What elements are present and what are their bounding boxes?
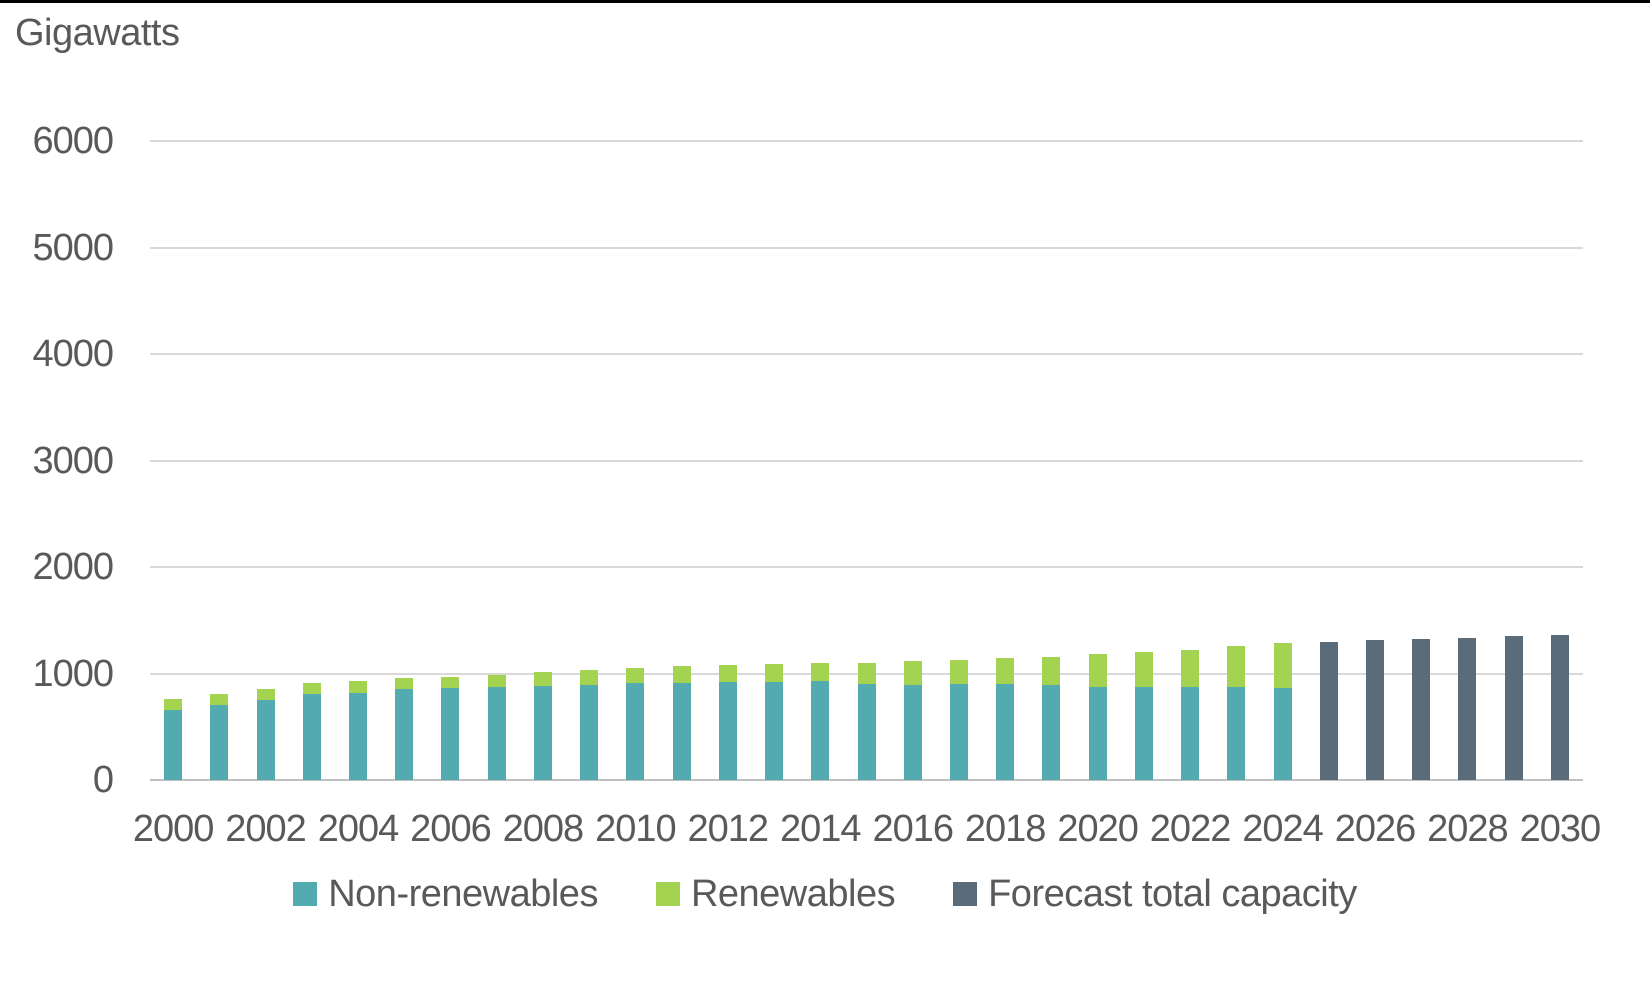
bar-forecast-2025: [1320, 641, 1338, 780]
x-tick-label-2022: 2022: [1149, 808, 1232, 850]
bar-forecast-2027: [1412, 638, 1430, 780]
bar-renewables-2017: [950, 659, 968, 685]
bar-non-renewables-2009: [580, 685, 598, 780]
bar-renewables-2022: [1181, 649, 1199, 688]
bar-non-renewables-2022: [1181, 687, 1199, 780]
legend-swatch-forecast: [953, 882, 978, 906]
bar-non-renewables-2021: [1135, 686, 1153, 780]
x-axis-line: [150, 779, 1583, 781]
legend: Non-renewables Renewables Forecast total…: [0, 872, 1650, 916]
bar-renewables-2019: [1042, 656, 1060, 686]
x-tick-label-2010: 2010: [595, 808, 677, 850]
x-tick-label-2012: 2012: [687, 808, 770, 850]
x-tick-label-2016: 2016: [872, 808, 954, 850]
y-tick-label: 2000: [32, 546, 114, 588]
bar-non-renewables-2019: [1042, 685, 1060, 780]
x-tick-label-2008: 2008: [502, 808, 585, 850]
x-tick-label-2024: 2024: [1242, 808, 1324, 850]
bar-forecast-2028: [1458, 637, 1476, 780]
bar-non-renewables-2013: [765, 681, 783, 780]
bar-renewables-2005: [395, 678, 413, 689]
bar-non-renewables-2005: [395, 688, 413, 780]
bar-non-renewables-2003: [303, 694, 321, 780]
bar-non-renewables-2008: [534, 685, 552, 780]
bar-non-renewables-2004: [349, 692, 367, 780]
y-tick-label: 5000: [32, 226, 114, 269]
x-tick-label-2004: 2004: [317, 808, 400, 850]
x-tick-label-2026: 2026: [1334, 808, 1417, 850]
legend-item-non-renewables: Non-renewables: [293, 872, 598, 916]
gridline-5000: [150, 246, 1583, 249]
bar-renewables-2004: [349, 681, 367, 693]
gridline-2000: [150, 566, 1583, 568]
x-tick-label-2006: 2006: [410, 808, 492, 850]
bar-non-renewables-2014: [811, 681, 829, 780]
bar-forecast-2029: [1505, 636, 1523, 780]
legend-label-renewables: Renewables: [690, 873, 896, 915]
bar-renewables-2000: [164, 699, 182, 710]
bar-renewables-2007: [488, 675, 506, 687]
legend-item-renewables: Renewables: [655, 872, 896, 916]
bar-non-renewables-2012: [719, 682, 737, 780]
bar-non-renewables-2023: [1227, 687, 1245, 780]
bar-renewables-2011: [673, 666, 691, 684]
bar-renewables-2013: [765, 664, 783, 682]
bar-renewables-2001: [210, 694, 228, 706]
legend-swatch-non-renewables: [293, 882, 318, 906]
bar-forecast-2026: [1366, 640, 1384, 780]
bar-renewables-2018: [996, 658, 1014, 684]
legend-item-forecast: Forecast total capacity: [953, 872, 1357, 916]
top-border: [0, 0, 1650, 3]
bar-non-renewables-2000: [164, 709, 182, 780]
x-tick-label-2028: 2028: [1427, 808, 1509, 850]
y-tick-label: 0: [92, 759, 114, 801]
bar-non-renewables-2011: [673, 683, 691, 780]
legend-label-forecast: Forecast total capacity: [988, 873, 1357, 915]
bar-renewables-2024: [1274, 642, 1292, 689]
bar-non-renewables-2006: [441, 687, 459, 780]
legend-label-non-renewables: Non-renewables: [328, 873, 598, 915]
x-tick-label-2030: 2030: [1519, 808, 1602, 850]
bar-renewables-2002: [257, 688, 275, 701]
x-tick-label-2002: 2002: [225, 808, 307, 850]
bar-renewables-2009: [580, 670, 598, 686]
bar-renewables-2023: [1227, 646, 1245, 688]
bar-non-renewables-2015: [858, 683, 876, 780]
bar-non-renewables-2001: [210, 705, 228, 780]
bar-non-renewables-2024: [1274, 688, 1292, 780]
bar-renewables-2021: [1135, 651, 1153, 687]
bar-non-renewables-2017: [950, 684, 968, 780]
x-tick-label-2018: 2018: [964, 808, 1047, 850]
bar-non-renewables-2018: [996, 683, 1014, 780]
y-tick-label: 6000: [32, 120, 114, 162]
y-tick-label: 1000: [32, 652, 114, 695]
bar-renewables-2010: [626, 667, 644, 683]
gridline-4000: [150, 353, 1583, 355]
bar-non-renewables-2010: [626, 682, 644, 780]
bar-non-renewables-2016: [904, 685, 922, 780]
bar-renewables-2015: [858, 663, 876, 684]
bar-renewables-2012: [719, 665, 737, 683]
x-tick-label-2014: 2014: [779, 808, 862, 850]
bar-non-renewables-2007: [488, 686, 506, 780]
x-tick-label-2000: 2000: [132, 808, 215, 850]
y-tick-label: 3000: [32, 439, 114, 482]
chart-title: Gigawatts: [15, 12, 180, 54]
bar-renewables-2008: [534, 672, 552, 686]
bar-renewables-2006: [441, 676, 459, 688]
bar-renewables-2016: [904, 661, 922, 686]
bar-renewables-2020: [1089, 654, 1107, 687]
bar-renewables-2003: [303, 683, 321, 695]
y-tick-label: 4000: [32, 333, 114, 375]
x-tick-label-2020: 2020: [1057, 808, 1139, 850]
bar-non-renewables-2002: [257, 700, 275, 780]
bar-forecast-2030: [1551, 634, 1569, 780]
legend-swatch-renewables: [655, 882, 680, 906]
bar-renewables-2014: [811, 662, 829, 682]
bar-non-renewables-2020: [1089, 686, 1107, 780]
gridline-6000: [150, 140, 1583, 142]
gridline-3000: [150, 459, 1583, 462]
